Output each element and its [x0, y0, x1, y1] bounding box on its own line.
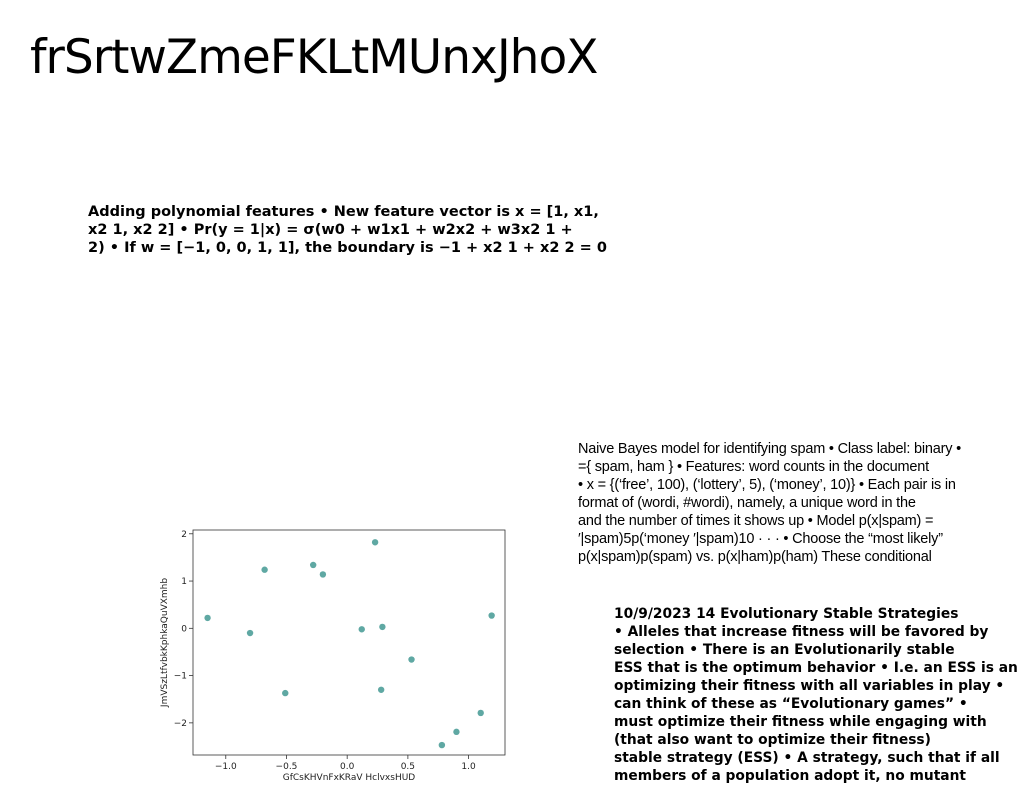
slide-title: frSrtwZmeFKLtMUnxJhoX — [30, 30, 598, 85]
text-line: Naive Bayes model for identifying spam •… — [578, 441, 961, 457]
text-line: optimizing their fitness with all variab… — [614, 678, 1005, 694]
scatter-point — [309, 561, 317, 569]
text-line: 10/9/2023 14 Evolutionary Stable Strateg… — [614, 606, 959, 622]
y-tick-label: 1 — [181, 577, 187, 587]
y-tick-label: −2 — [174, 719, 187, 729]
y-tick-label: 2 — [181, 530, 187, 540]
scatter-point — [408, 656, 415, 663]
x-axis-label: GfCsKHVnFxKRaV HclvxsHUD — [283, 773, 416, 783]
scatter-point — [477, 709, 484, 717]
plot-frame — [192, 529, 506, 756]
y-axis-label: JmVSzLtfvbkKphkaQuVXmhb — [160, 578, 170, 708]
scatter-point — [282, 689, 289, 697]
scatter-point — [438, 741, 446, 749]
text-line: members of a population adopt it, no mut… — [614, 768, 967, 784]
text-line: ′|spam)5p(‘money ′|spam)10 · · · • Choos… — [578, 531, 943, 547]
text-line: format of (wordi, #wordi), namely, a uni… — [578, 495, 916, 511]
text-line: Adding polynomial features • New feature… — [88, 204, 599, 220]
scatter-chart: −1.0 −0.5 0.0 0.5 1.0 −2 −1 0 1 2 GfCsKHVnFxKRaV … — [160, 529, 506, 783]
scatter-point — [371, 539, 379, 546]
scatter-point — [246, 629, 254, 637]
scatter-point — [261, 566, 268, 573]
scatter-point — [488, 612, 495, 619]
evolutionary-strategies-text: 10/9/2023 14 Evolutionary Stable Strateg… — [614, 605, 1022, 785]
scatter-point — [358, 626, 365, 633]
text-line: x2 1, x2 2] • Pr(y = 1|x) = σ(w0 + w1x1 … — [88, 222, 573, 238]
polynomial-features-text: Adding polynomial features • New feature… — [88, 203, 668, 257]
x-tick-label: −0.5 — [276, 762, 298, 772]
text-line: stable strategy (ESS) • A strategy, such… — [614, 750, 1000, 766]
text-line: ESS that is the optimum behavior • I.e. … — [614, 660, 1018, 676]
x-tick-label: 0.5 — [401, 762, 415, 772]
x-tick-label: 0.0 — [340, 762, 355, 772]
y-tick-label: −1 — [174, 672, 187, 682]
text-line: 2) • If w = [−1, 0, 0, 1, 1], the bounda… — [88, 240, 607, 256]
y-tick-label: 0 — [181, 624, 187, 634]
text-line: • Alleles that increase fitness will be … — [614, 624, 989, 640]
scatter-point — [204, 614, 211, 622]
text-line: • x = {(‘free’, 100), (‘lottery’, 5), (‘… — [578, 477, 956, 493]
scatter-point — [379, 623, 386, 631]
text-line: p(x|spam)p(spam) vs. p(x|ham)p(ham) Thes… — [578, 549, 932, 565]
text-line: must optimize their fitness while engagi… — [614, 714, 987, 730]
x-tick-label: 1.0 — [461, 762, 476, 772]
scatter-point — [453, 728, 460, 736]
scatter-point — [319, 571, 327, 578]
text-line: (that also want to optimize their fitnes… — [614, 732, 931, 748]
text-line: ={ spam, ham } • Features: word counts i… — [578, 459, 929, 475]
naive-bayes-text: Naive Bayes model for identifying spam •… — [578, 440, 1022, 566]
text-line: selection • There is an Evolutionarily s… — [614, 642, 955, 658]
x-tick-label: −1.0 — [215, 762, 237, 772]
text-line: and the number of times it shows up • Mo… — [578, 513, 934, 529]
scatter-point — [377, 686, 385, 693]
text-line: can think of these as “Evolutionary game… — [614, 696, 968, 712]
